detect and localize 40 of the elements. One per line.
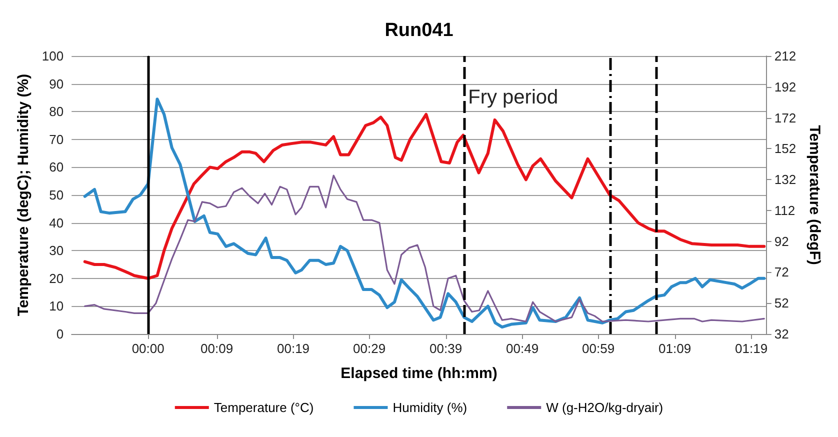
y-tick-label: 10 (49, 298, 64, 314)
x-tick-label: 00:09 (200, 341, 234, 356)
y-tick-label: 40 (49, 215, 64, 230)
legend-label: W (g-H2O/kg-dryair) (546, 400, 664, 415)
x-tick-label: 00:39 (430, 341, 462, 356)
y2-tick-label: 92 (774, 234, 789, 249)
x-tick-label: 01:09 (658, 341, 692, 356)
y2-tick-label: 52 (774, 296, 789, 311)
y-tick-label: 100 (42, 48, 64, 64)
legend-label: Temperature (°C) (214, 400, 314, 415)
y-tick-label: 30 (49, 243, 64, 258)
x-tick-label: 01:19 (735, 341, 768, 356)
y2-tick-label: 132 (774, 172, 796, 188)
legend-label: Humidity (%) (392, 400, 468, 415)
y-tick-label: 90 (49, 76, 64, 92)
line-series (83, 112, 766, 280)
y2-axis-title: Temperature (degF) (806, 125, 823, 265)
y2-tick-label: 72 (774, 264, 789, 280)
y-tick-label: 70 (49, 132, 64, 147)
y2-tick-label: 32 (774, 326, 789, 342)
y-tick-label: 50 (49, 188, 64, 202)
y2-tick-label: 152 (774, 141, 796, 156)
x-tick-label: 00:59 (582, 341, 615, 356)
y-tick-label: 20 (49, 270, 64, 286)
x-tick-label: 00:49 (506, 341, 539, 356)
chart-title: Run041 (384, 20, 454, 41)
y2-tick-label: 212 (774, 48, 796, 64)
line-series (84, 174, 765, 322)
annotation: Fry period (468, 86, 558, 109)
y-tick-label: 0 (56, 326, 64, 342)
x-tick-label: 00:19 (277, 341, 310, 356)
x-axis-title: Elapsed time (hh:mm) (340, 365, 498, 382)
y-axis-title: Temperature (degC); Humidity (%) (15, 74, 32, 316)
y2-tick-label: 112 (774, 202, 796, 218)
x-tick-label: 00:00 (132, 341, 164, 356)
y2-tick-label: 172 (774, 110, 796, 126)
x-tick-label: 00:29 (353, 341, 386, 356)
y2-tick-label: 192 (774, 79, 796, 94)
y-tick-label: 60 (49, 160, 64, 175)
y-tick-label: 80 (49, 104, 64, 120)
